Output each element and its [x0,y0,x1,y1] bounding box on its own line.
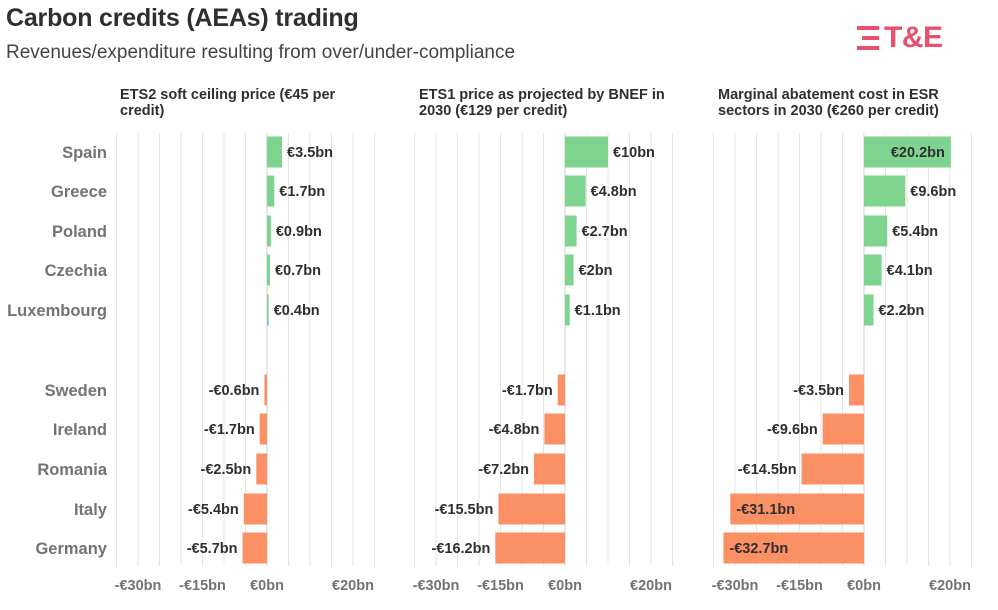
category-label-sweden: Sweden [45,382,107,400]
category-label-luxembourg: Luxembourg [7,302,107,320]
bar-czechia [864,254,882,286]
x-tick-label: -€30bn [115,578,162,594]
bar-spain [267,136,282,168]
category-label-romania: Romania [37,461,108,479]
x-tick-label: €20bn [929,578,971,594]
bar-italy [730,493,864,525]
category-label-italy: Italy [74,501,108,519]
bar-value-label: €10bn [613,145,655,161]
bar-value-label: -€3.5bn [793,383,844,399]
bar-value-label: -€9.6bn [767,422,818,438]
bar-value-label: -€0.6bn [209,383,260,399]
bar-germany [723,532,864,564]
x-tick-label: €0bn [847,578,881,594]
bar-value-label: €0.4bn [274,303,320,319]
brand-logo: T&E [857,20,967,56]
bar-value-label: -€1.7bn [204,422,255,438]
bar-value-label: €1.7bn [279,184,325,200]
bar-value-label: -€31.1bn [736,502,795,518]
bar-value-label: €9.6bn [910,184,956,200]
bar-italy [243,493,267,525]
category-label-czechia: Czechia [45,262,108,280]
bar-value-label: €1.1bn [575,303,621,319]
panel-title-line: 2030 (€129 per credit) [419,103,567,119]
x-tick-label: -€30bn [413,578,460,594]
bar-value-label: -€4.8bn [489,422,540,438]
bar-value-label: -€32.7bn [729,541,788,557]
bar-value-label: €5.4bn [892,224,938,240]
bar-czechia [565,254,574,286]
bar-value-label: €0.7bn [275,263,321,279]
panel-title-line: ETS2 soft ceiling price (€45 per [120,87,336,103]
chart-title: Carbon credits (AEAs) trading [6,4,359,32]
bar-greece [565,175,586,207]
bar-luxembourg [864,294,874,326]
bar-czechia [267,254,270,286]
x-tick-label: -€15bn [179,578,226,594]
bar-sweden [557,374,565,406]
bar-value-label: €20.2bn [891,145,945,161]
bar-poland [565,215,577,247]
category-label-greece: Greece [51,183,107,201]
category-label-poland: Poland [52,223,107,241]
category-label-germany: Germany [35,540,107,558]
chart-subtitle: Revenues/expenditure resulting from over… [6,42,516,63]
bar-value-label: -€7.2bn [478,462,529,478]
category-label-ireland: Ireland [53,421,107,439]
bar-romania [534,453,565,485]
bar-value-label: €4.1bn [887,263,933,279]
bar-luxembourg [565,294,570,326]
x-tick-label: €0bn [548,578,582,594]
bar-value-label: -€15.5bn [435,502,494,518]
x-tick-label: -€15bn [477,578,524,594]
bar-sweden [264,374,267,406]
bar-poland [267,215,271,247]
bar-value-label: -€2.5bn [200,462,251,478]
bar-ireland [544,413,565,445]
x-tick-label: -€30bn [712,578,759,594]
x-tick-label: €0bn [250,578,284,594]
bar-romania [256,453,268,485]
bar-ireland [259,413,267,445]
x-tick-label: €20bn [332,578,374,594]
bar-italy [498,493,565,525]
bar-germany [495,532,565,564]
bar-value-label: €2bn [579,263,613,279]
t-and-e-logo-icon [857,26,879,50]
bar-germany [242,532,267,564]
bar-value-label: €2.7bn [582,224,628,240]
bar-value-label: -€5.7bn [187,541,238,557]
bar-value-label: -€5.4bn [188,502,239,518]
panel-title-line: credit) [120,103,164,119]
bar-value-label: €0.9bn [276,224,322,240]
bar-romania [801,453,864,485]
logo-text: T&E [884,21,943,54]
panel-title-line: ETS1 price as projected by BNEF in [419,87,665,103]
bar-spain [565,136,608,168]
bar-value-label: €3.5bn [287,145,333,161]
bar-value-label: -€16.2bn [431,541,490,557]
x-tick-label: -€15bn [776,578,823,594]
bar-value-label: -€14.5bn [738,462,797,478]
panel-title-line: sectors in 2030 (€260 per credit) [718,103,939,119]
x-tick-label: €20bn [630,578,672,594]
bar-value-label: -€1.7bn [502,383,553,399]
bar-value-label: €4.8bn [591,184,637,200]
bar-ireland [822,413,864,445]
bar-sweden [849,374,864,406]
bar-value-label: €2.2bn [878,303,924,319]
category-label-spain: Spain [62,144,107,162]
bar-greece [864,175,906,207]
bar-luxembourg [267,294,269,326]
bar-spain [864,136,951,168]
bar-poland [864,215,888,247]
panel-title-line: Marginal abatement cost in ESR [718,87,939,103]
bar-greece [267,175,275,207]
